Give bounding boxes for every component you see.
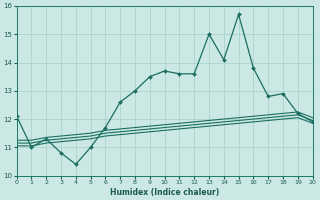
X-axis label: Humidex (Indice chaleur): Humidex (Indice chaleur) <box>110 188 219 197</box>
